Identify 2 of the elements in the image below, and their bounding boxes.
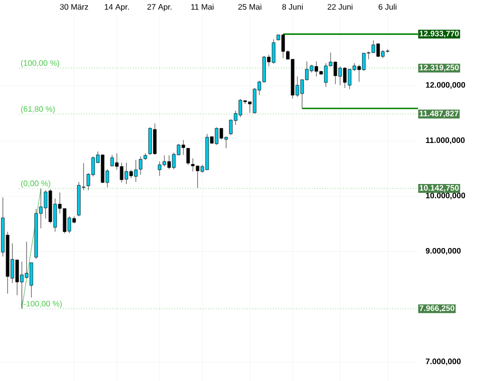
candlestick: [186, 148, 190, 166]
candlestick: [138, 156, 142, 176]
